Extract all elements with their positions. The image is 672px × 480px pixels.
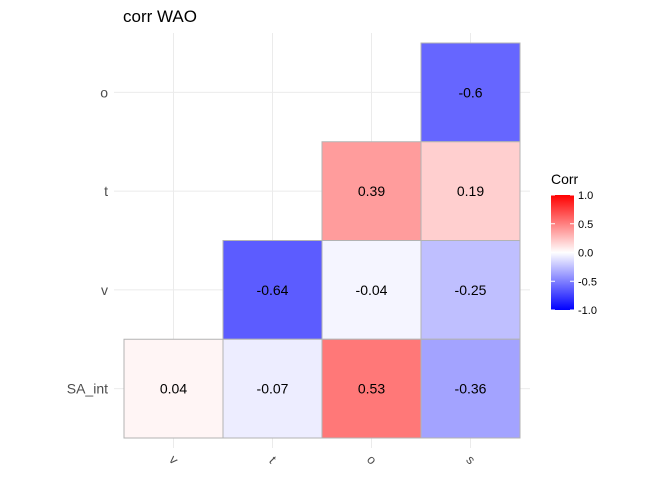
cell-value-label: -0.36: [455, 381, 487, 397]
cell-value-label: -0.25: [455, 282, 487, 298]
legend-tick-label: 1.0: [578, 190, 593, 202]
legend-tick-label: 0.0: [578, 248, 593, 260]
cell-value-label: 0.04: [160, 381, 187, 397]
legend-tick-label: -1.0: [578, 305, 597, 317]
legend-tick-label: 0.5: [578, 219, 593, 231]
cell-value-label: 0.19: [457, 183, 484, 199]
x-tick-label: s: [463, 452, 479, 468]
x-tick-label: o: [364, 452, 380, 468]
heatmap-cell: [321, 338, 422, 439]
cell-value-label: -0.6: [458, 84, 482, 100]
y-tick-label: t: [104, 183, 108, 199]
heatmap-cell: [321, 141, 422, 241]
heatmap-cell: [420, 42, 521, 143]
cell-value-label: -0.07: [257, 381, 289, 397]
y-tick-label: o: [100, 84, 108, 100]
y-axis-ticks: SA_int v t o: [67, 84, 108, 396]
legend-ticks: 1.0 0.5 0.0 -0.5 -1.0: [551, 190, 597, 317]
heatmap-cell: [420, 338, 521, 439]
heatmap-cell: [420, 141, 521, 241]
legend-title: Corr: [551, 171, 579, 187]
heatmap-cell: [420, 240, 521, 340]
color-legend: Corr 1.0 0.5 0.0 -0.5 -1.0: [551, 171, 597, 317]
y-tick-label: v: [101, 282, 108, 298]
heatmap-cell: [123, 338, 224, 439]
cell-value-label: -0.04: [356, 282, 388, 298]
cell-value-label: 0.39: [358, 183, 385, 199]
cell-value-label: -0.64: [257, 282, 289, 298]
legend-tick-label: -0.5: [578, 276, 597, 288]
x-tick-label: t: [266, 453, 279, 466]
heatmap-cells: [123, 42, 521, 439]
legend-colorbar: [551, 195, 574, 310]
y-tick-label: SA_int: [67, 381, 108, 397]
cell-labels: -0.6 0.39 0.19 -0.64 -0.04 -0.25 0.04 -0.07 0.53…: [160, 84, 487, 396]
cell-value-label: 0.53: [358, 381, 385, 397]
x-tick-label: v: [166, 452, 182, 468]
heatmap-cell: [222, 338, 323, 439]
chart-title: corr WAO: [123, 7, 197, 26]
